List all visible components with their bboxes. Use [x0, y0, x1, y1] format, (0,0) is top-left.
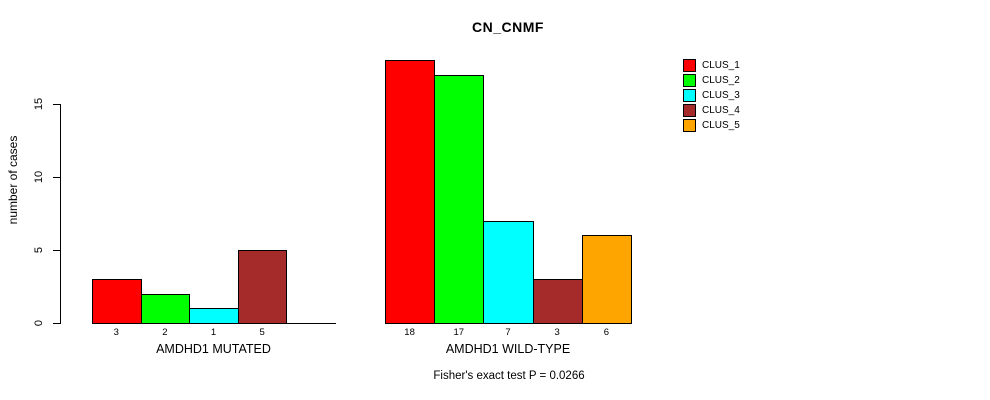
bar-clus_4-mutated [237, 250, 288, 324]
bar-clus_5-mutated [286, 323, 336, 324]
y-axis-tick [53, 322, 61, 324]
bar-clus_1-mutated [92, 279, 142, 324]
bar-clus_3-mutated [189, 308, 239, 324]
bar-clus_2-mutated [140, 294, 191, 324]
chart-title: CN_CNMF [472, 19, 544, 35]
bar-clus_5-wild-type [581, 235, 632, 324]
y-axis-tick-label: 15 [33, 97, 45, 111]
legend-swatch-icon [683, 104, 696, 117]
bar-clus_1-wild-type [385, 60, 436, 324]
y-axis-label: number of cases [6, 135, 20, 225]
bar-value-label: 5 [259, 327, 265, 338]
legend-swatch-icon [683, 89, 696, 102]
bar-value-label: 2 [162, 327, 168, 338]
legend: CLUS_1 CLUS_2 CLUS_3 CLUS_4 CLUS_5 [683, 58, 740, 133]
y-axis-line [60, 104, 61, 324]
legend-swatch-icon [683, 74, 696, 87]
y-axis-tick-label: 10 [33, 170, 45, 184]
legend-swatch-icon [683, 59, 696, 72]
legend-label: CLUS_5 [702, 120, 740, 131]
bar-value-label: 6 [603, 327, 610, 338]
legend-label: CLUS_1 [702, 60, 740, 71]
bar-clus_2-wild-type [434, 75, 485, 324]
y-axis-tick-label: 5 [33, 246, 45, 254]
legend-item-clus_5: CLUS_5 [683, 118, 740, 133]
y-axis-tick [53, 103, 61, 105]
x-axis-group-label-mutated: AMDHD1 MUTATED [156, 342, 271, 356]
y-axis-tick-label: 0 [33, 319, 45, 327]
y-axis-tick [53, 249, 61, 251]
legend-label: CLUS_3 [702, 90, 740, 101]
bar-value-label: 18 [404, 327, 415, 338]
bar-clus_4-wild-type [532, 279, 583, 324]
legend-item-clus_2: CLUS_2 [683, 73, 740, 88]
bar-value-label: 3 [113, 327, 119, 338]
bar-value-label: 1 [210, 327, 217, 338]
legend-swatch-icon [683, 119, 696, 132]
y-axis-tick [53, 176, 61, 178]
bar-clus_3-wild-type [483, 221, 534, 324]
fisher-test-annotation: Fisher's exact test P = 0.0266 [433, 370, 585, 382]
bar-value-label: 3 [554, 327, 560, 338]
legend-item-clus_1: CLUS_1 [683, 58, 740, 73]
legend-item-clus_4: CLUS_4 [683, 103, 740, 118]
legend-item-clus_3: CLUS_3 [683, 88, 740, 103]
x-axis-group-label-wild-type: AMDHD1 WILD-TYPE [445, 342, 571, 356]
legend-label: CLUS_4 [702, 105, 740, 116]
bar-value-label: 7 [505, 327, 511, 338]
bar-value-label: 17 [453, 327, 465, 338]
legend-label: CLUS_2 [702, 75, 740, 86]
